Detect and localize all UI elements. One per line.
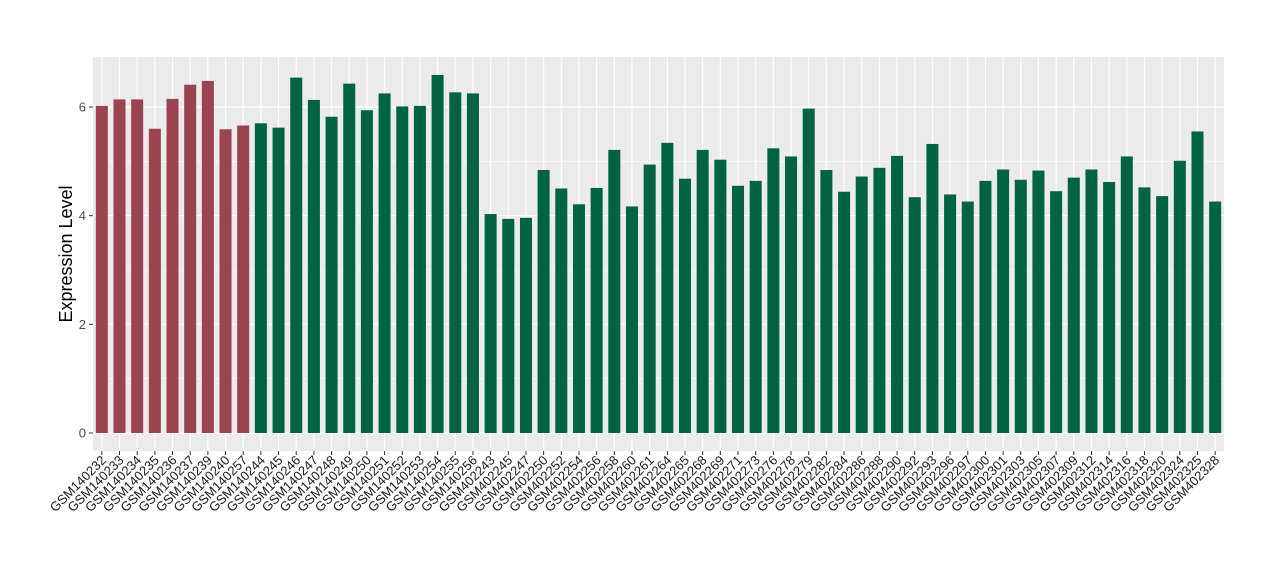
bar xyxy=(219,129,232,433)
bar xyxy=(1191,131,1204,433)
bar xyxy=(820,170,833,433)
bar xyxy=(1014,179,1027,433)
bar xyxy=(572,204,585,433)
bar xyxy=(643,164,656,434)
bar xyxy=(1050,191,1063,433)
bar xyxy=(785,156,798,433)
bar xyxy=(1209,201,1222,433)
bar xyxy=(1120,156,1133,433)
bar xyxy=(1156,196,1169,433)
y-tick-label: 4 xyxy=(79,208,86,223)
bar xyxy=(1103,181,1116,433)
bar xyxy=(802,108,815,433)
bar xyxy=(272,127,285,434)
bar xyxy=(555,188,568,433)
bar xyxy=(431,74,444,433)
bar xyxy=(254,123,267,434)
bar xyxy=(307,99,320,433)
bar xyxy=(944,194,957,433)
x-axis: GSM140232GSM140233GSM140234GSM140235GSM1… xyxy=(47,451,1222,515)
bar xyxy=(732,185,745,433)
bar xyxy=(184,84,197,433)
bar xyxy=(1138,187,1151,433)
y-axis-label: Expression Level xyxy=(56,185,76,322)
bar xyxy=(678,178,692,433)
bar xyxy=(148,128,161,434)
bar xyxy=(237,125,250,433)
bar xyxy=(166,98,179,434)
bar xyxy=(378,93,391,433)
bar xyxy=(537,170,550,433)
bar xyxy=(926,143,939,434)
bar xyxy=(979,180,992,433)
bar xyxy=(661,142,674,433)
bar xyxy=(891,155,904,433)
bar xyxy=(413,105,426,433)
bars xyxy=(95,74,1222,434)
bar xyxy=(696,149,709,433)
y-tick-label: 2 xyxy=(79,317,86,332)
bar xyxy=(396,106,409,434)
y-axis: 0 2 4 6 xyxy=(79,99,93,441)
bar xyxy=(714,159,727,433)
bar xyxy=(590,187,603,433)
bar xyxy=(838,191,851,433)
bar xyxy=(961,201,974,433)
bar xyxy=(201,80,214,433)
bar xyxy=(360,110,373,433)
bar xyxy=(749,180,762,433)
bar xyxy=(466,93,479,433)
bar xyxy=(1085,169,1098,433)
bar xyxy=(449,92,462,433)
bar xyxy=(908,197,921,433)
bar xyxy=(325,116,338,433)
bar xyxy=(997,169,1010,433)
bar xyxy=(343,83,356,434)
bar xyxy=(502,218,515,433)
bar xyxy=(873,167,886,433)
bar xyxy=(131,99,144,433)
bar xyxy=(608,149,621,433)
bar xyxy=(1032,170,1045,433)
bar xyxy=(1067,177,1080,433)
bar xyxy=(519,217,532,433)
bar xyxy=(290,77,303,433)
bar xyxy=(113,99,126,433)
y-tick-label: 6 xyxy=(79,99,86,114)
y-tick-label: 0 xyxy=(79,426,86,441)
bar xyxy=(767,148,780,433)
bar xyxy=(1173,160,1186,434)
bar xyxy=(95,105,108,433)
bar xyxy=(484,214,497,433)
bar xyxy=(625,206,639,433)
bar xyxy=(855,176,868,433)
